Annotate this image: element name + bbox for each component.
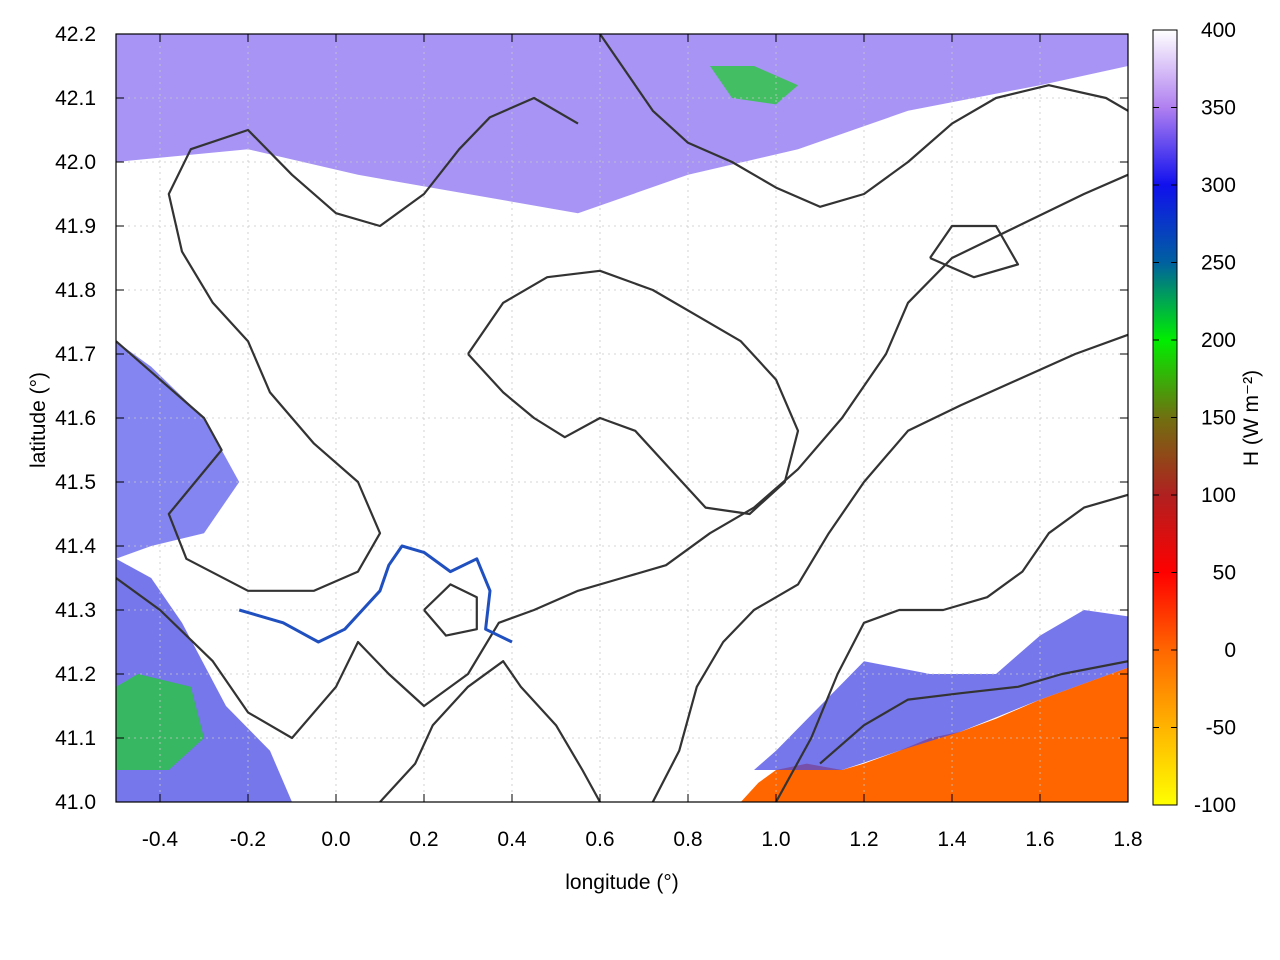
y-tick-label: 41.7 (55, 343, 96, 366)
contour-2 (116, 173, 1128, 740)
x-axis-label: longitude (°) (565, 871, 678, 894)
river (238, 544, 513, 644)
x-axis-ticks: -0.4 -0.2 0.0 0.2 0.4 0.6 0.8 1.0 1.2 1.4 1.6 1.8 (142, 34, 1143, 851)
colorbar-tick-label: 400 (1201, 19, 1236, 42)
contour-3 (379, 660, 601, 802)
colorbar-tick-label: 0 (1224, 639, 1236, 662)
grid-lines (116, 33, 1129, 803)
river-layer (238, 544, 513, 644)
region-sea (740, 667, 1128, 802)
colorbar-tick-label: 150 (1201, 407, 1236, 430)
colorbar-tick-label: 350 (1201, 97, 1236, 120)
y-tick-label: 41.2 (55, 663, 96, 686)
y-axis-ticks: 41.0 41.1 41.2 41.3 41.4 41.5 41.6 41.7 41.8 41.9… (55, 23, 1128, 814)
region-vegetated-patch-west (116, 674, 204, 770)
elevation-contours (116, 34, 1128, 802)
region-pyrenees-band (116, 34, 1128, 214)
colorbar-tick-label: 50 (1213, 562, 1236, 585)
x-tick-label: 0.4 (497, 828, 527, 851)
x-tick-label: 0.0 (321, 828, 350, 851)
x-tick-label: -0.2 (230, 828, 266, 851)
x-tick-label: -0.4 (142, 828, 179, 851)
y-tick-label: 41.9 (55, 215, 96, 238)
contour-4 (651, 333, 1128, 802)
y-tick-label: 42.1 (55, 87, 96, 110)
x-tick-label: 1.2 (849, 828, 878, 851)
y-axis-label: latitude (°) (27, 372, 50, 468)
x-tick-label: 0.8 (673, 828, 702, 851)
contour-1 (116, 96, 579, 592)
contour-9 (423, 583, 478, 637)
x-tick-label: 1.8 (1113, 828, 1142, 851)
heatmap-regions (116, 34, 1128, 802)
contour-5 (467, 269, 800, 516)
colorbar-ticks: 400 350 300 250 200 150 100 50 0 -50 -100 (1153, 19, 1236, 817)
y-tick-label: 41.8 (55, 279, 96, 302)
contour-7 (775, 493, 1128, 802)
colorbar-tick-label: 300 (1201, 174, 1236, 197)
y-tick-label: 42.2 (55, 23, 96, 46)
x-tick-label: 0.6 (585, 828, 614, 851)
y-tick-label: 41.5 (55, 471, 96, 494)
region-west-inland (116, 341, 240, 559)
colorbar-tick-label: -100 (1194, 794, 1236, 817)
x-tick-label: 0.2 (409, 828, 438, 851)
y-tick-label: 41.1 (55, 727, 96, 750)
contour-10 (929, 224, 1020, 279)
colorbar-tick-label: 200 (1201, 329, 1236, 352)
colorbar-tick-label: 250 (1201, 252, 1236, 275)
contour-6 (599, 34, 1128, 208)
region-coastal-strip (754, 610, 1128, 770)
x-tick-label: 1.0 (761, 828, 790, 851)
y-tick-label: 41.0 (55, 791, 96, 814)
x-tick-label: 1.4 (937, 828, 967, 851)
y-tick-label: 41.4 (55, 535, 96, 558)
colorbar-tick-label: -50 (1206, 717, 1236, 740)
y-tick-label: 42.0 (55, 151, 96, 174)
x-tick-label: 1.6 (1025, 828, 1054, 851)
y-tick-label: 41.6 (55, 407, 96, 430)
colorbar-label: H (W m⁻²) (1240, 370, 1263, 466)
contour-8 (819, 660, 1128, 765)
y-tick-label: 41.3 (55, 599, 96, 622)
colorbar-tick-label: 100 (1201, 484, 1236, 507)
